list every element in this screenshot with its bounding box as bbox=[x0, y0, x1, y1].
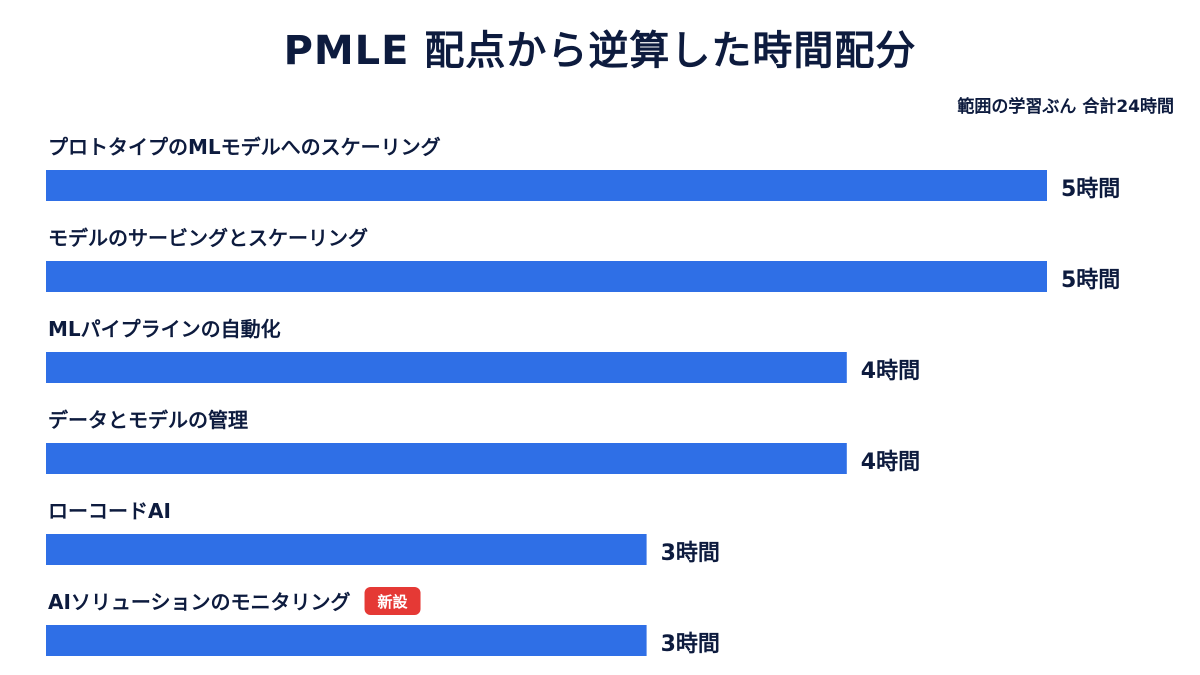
bar bbox=[46, 534, 647, 565]
new-badge: 新設 bbox=[364, 587, 421, 615]
value-label: 4時間 bbox=[861, 359, 920, 384]
bar bbox=[46, 352, 847, 383]
category-label: プロトタイプのMLモデルへのスケーリング bbox=[48, 135, 441, 159]
bar bbox=[46, 261, 1047, 292]
bar bbox=[46, 625, 647, 656]
value-label: 3時間 bbox=[661, 632, 720, 657]
badge-background bbox=[364, 587, 421, 615]
category-label: ローコードAI bbox=[48, 499, 171, 523]
category-label: AIソリューションのモニタリング bbox=[48, 590, 351, 614]
bar bbox=[46, 170, 1047, 201]
bar bbox=[46, 443, 847, 474]
badge-label: 新設 bbox=[378, 593, 409, 611]
value-label: 3時間 bbox=[661, 541, 720, 566]
chart-subtitle: 範囲の学習ぶん 合計24時間 bbox=[957, 97, 1174, 117]
category-label: MLパイプラインの自動化 bbox=[48, 317, 281, 341]
value-label: 4時間 bbox=[861, 450, 920, 475]
category-label: モデルのサービングとスケーリング bbox=[48, 226, 368, 250]
value-label: 5時間 bbox=[1061, 177, 1120, 202]
category-label: データとモデルの管理 bbox=[48, 408, 248, 432]
value-label: 5時間 bbox=[1061, 268, 1120, 293]
chart-title: PMLE 配点から逆算した時間配分 bbox=[283, 28, 917, 74]
